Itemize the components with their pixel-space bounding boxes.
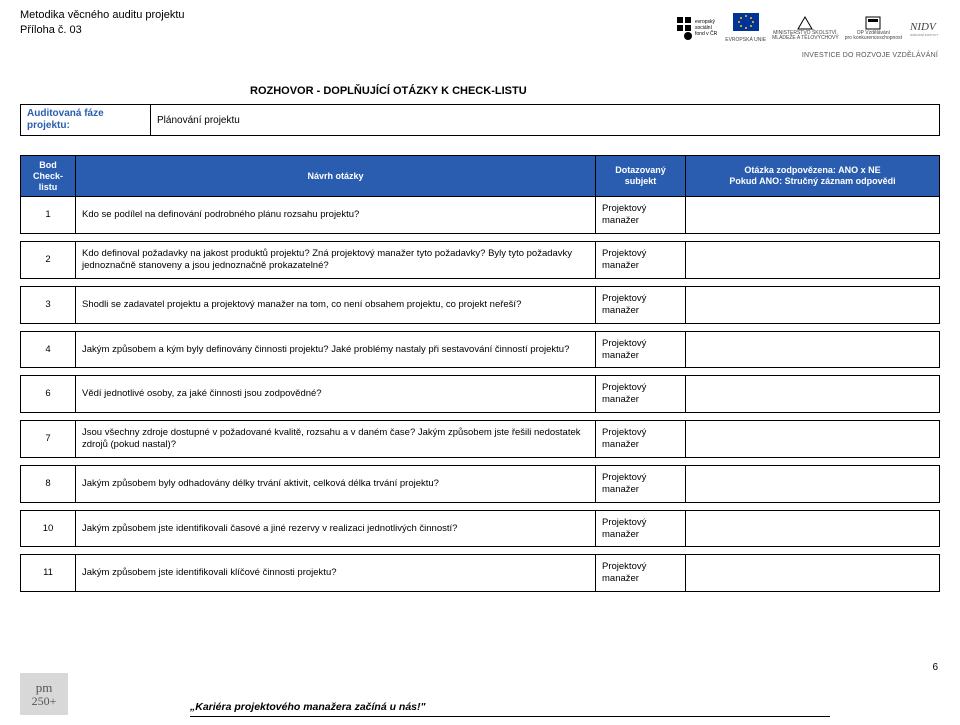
cell-answer: [686, 510, 940, 547]
cell-subject: Projektový manažer: [596, 242, 686, 279]
table-row: 4Jakým způsobem a kým byly definovány či…: [21, 331, 940, 368]
cell-subject: Projektový manažer: [596, 286, 686, 323]
footer-logo: pm 250+: [20, 673, 68, 715]
footer-logo-bot: 250+: [32, 695, 57, 708]
footer-rule: [190, 716, 830, 717]
row-gap: [21, 547, 940, 555]
row-gap: [21, 368, 940, 376]
cell-num: 10: [21, 510, 76, 547]
cell-question: Kdo se podílel na definování podrobného …: [76, 197, 596, 234]
cell-question: Jakým způsobem jste identifikovali časov…: [76, 510, 596, 547]
cell-answer: [686, 286, 940, 323]
logo-esf: evropský sociální fond v ČR: [675, 13, 719, 43]
table-row: 1Kdo se podílel na definování podrobného…: [21, 197, 940, 234]
cell-num: 8: [21, 465, 76, 502]
logo-msmt-label2: MLÁDEŽE A TĚLOVÝCHOVY: [772, 36, 839, 42]
page-number: 6: [932, 662, 938, 673]
doc-title-line2: Příloha č. 03: [20, 23, 185, 38]
col-header-num: Bod Check-listu: [21, 156, 76, 197]
svg-text:fond v ČR: fond v ČR: [695, 30, 718, 37]
table-row: 6Vědí jednotlivé osoby, za jaké činnosti…: [21, 376, 940, 413]
logo-strip: evropský sociální fond v ČR EVROPSKÁ UNI…: [612, 4, 942, 52]
logo-eu: EVROPSKÁ UNIE: [725, 13, 766, 43]
cell-num: 2: [21, 242, 76, 279]
row-gap: [21, 234, 940, 242]
cell-num: 11: [21, 555, 76, 592]
cell-question: Jakým způsobem a kým byly definovány čin…: [76, 331, 596, 368]
col-header-answer: Otázka zodpovězena: ANO x NE Pokud ANO: …: [686, 156, 940, 197]
svg-text:NÁRODNÍ INSTITUT: NÁRODNÍ INSTITUT: [910, 33, 938, 37]
row-gap: [21, 278, 940, 286]
cell-question: Vědí jednotlivé osoby, za jaké činnosti …: [76, 376, 596, 413]
doc-header: Metodika věcného auditu projektu Příloha…: [20, 8, 185, 39]
cell-question: Jakým způsobem jste identifikovali klíčo…: [76, 555, 596, 592]
cell-num: 7: [21, 421, 76, 458]
row-gap: [21, 323, 940, 331]
cell-subject: Projektový manažer: [596, 510, 686, 547]
questions-table: Bod Check-listu Návrh otázky Dotazovaný …: [20, 155, 940, 592]
col-header-question: Návrh otázky: [76, 156, 596, 197]
phase-value: Plánování projektu: [151, 105, 940, 136]
cell-num: 4: [21, 331, 76, 368]
table-row: 11Jakým způsobem jste identifikovali klí…: [21, 555, 940, 592]
table-row: 10Jakým způsobem jste identifikovali čas…: [21, 510, 940, 547]
logo-msmt: MINISTERSTVO ŠKOLSTVÍ, MLÁDEŽE A TĚLOVÝC…: [772, 15, 839, 42]
phase-label: Auditovaná fáze projektu:: [21, 105, 151, 136]
cell-subject: Projektový manažer: [596, 421, 686, 458]
cell-answer: [686, 376, 940, 413]
row-gap: [21, 457, 940, 465]
cell-question: Jsou všechny zdroje dostupné v požadovan…: [76, 421, 596, 458]
cell-question: Kdo definoval požadavky na jakost produk…: [76, 242, 596, 279]
table-row: 3Shodli se zadavatel projektu a projekto…: [21, 286, 940, 323]
cell-subject: Projektový manažer: [596, 331, 686, 368]
logo-eu-label: EVROPSKÁ UNIE: [725, 37, 766, 43]
footer-slogan: „Kariéra projektového manažera začíná u …: [190, 701, 425, 713]
cell-num: 3: [21, 286, 76, 323]
cell-subject: Projektový manažer: [596, 465, 686, 502]
cell-question: Jakým způsobem byly odhadovány délky trv…: [76, 465, 596, 502]
doc-title-line1: Metodika věcného auditu projektu: [20, 8, 185, 23]
footer-logo-top: pm: [36, 681, 53, 695]
table-row: 2Kdo definoval požadavky na jakost produ…: [21, 242, 940, 279]
phase-table: Auditovaná fáze projektu: Plánování proj…: [20, 104, 940, 136]
logo-opvk: OP Vzdělávání pro konkurenceschopnost: [845, 15, 902, 42]
logo-nidv: NIDV NÁRODNÍ INSTITUT: [908, 16, 942, 40]
row-gap: [21, 413, 940, 421]
cell-subject: Projektový manažer: [596, 376, 686, 413]
section-title: ROZHOVOR - DOPLŇUJÍCÍ OTÁZKY K CHECK-LIS…: [250, 85, 527, 97]
cell-answer: [686, 197, 940, 234]
table-row: 7Jsou všechny zdroje dostupné v požadova…: [21, 421, 940, 458]
table-row: 8Jakým způsobem byly odhadovány délky tr…: [21, 465, 940, 502]
cell-answer: [686, 465, 940, 502]
invest-tagline: INVESTICE DO ROZVOJE VZDĚLÁVÁNÍ: [802, 52, 938, 59]
logo-opvk-label2: pro konkurenceschopnost: [845, 36, 902, 42]
cell-subject: Projektový manažer: [596, 197, 686, 234]
col-header-subject: Dotazovaný subjekt: [596, 156, 686, 197]
cell-answer: [686, 421, 940, 458]
cell-answer: [686, 555, 940, 592]
svg-text:NIDV: NIDV: [909, 21, 937, 33]
cell-answer: [686, 242, 940, 279]
cell-num: 1: [21, 197, 76, 234]
cell-subject: Projektový manažer: [596, 555, 686, 592]
cell-num: 6: [21, 376, 76, 413]
cell-question: Shodli se zadavatel projektu a projektov…: [76, 286, 596, 323]
row-gap: [21, 502, 940, 510]
cell-answer: [686, 331, 940, 368]
